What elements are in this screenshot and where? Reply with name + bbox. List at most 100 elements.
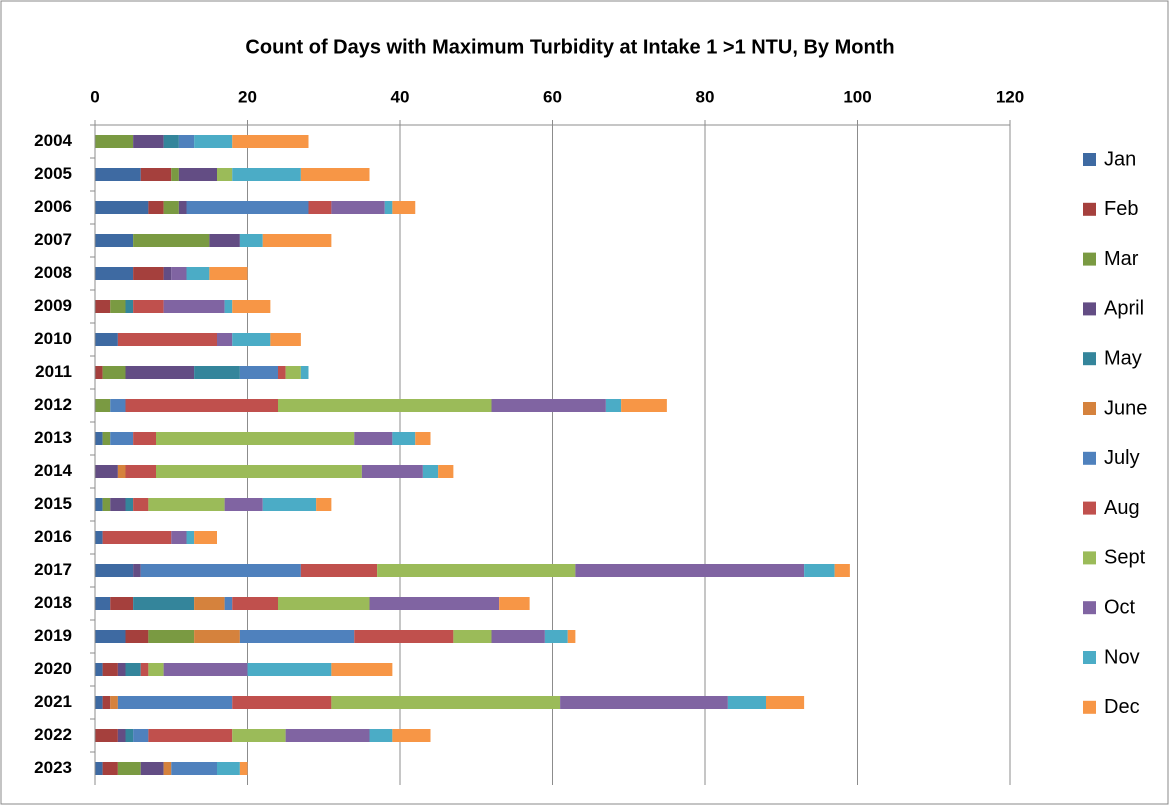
- bar-segment: [178, 168, 217, 181]
- bar-segment: [491, 399, 606, 412]
- bar-segment: [125, 663, 141, 676]
- x-tick-label: 0: [90, 87, 99, 106]
- bar-segment: [95, 234, 134, 247]
- y-tick-label: 2015: [34, 494, 72, 513]
- bar-segment: [95, 201, 149, 214]
- bar-segment: [171, 531, 187, 544]
- y-tick-label: 2012: [34, 395, 72, 414]
- bar-segment: [110, 696, 118, 709]
- bar-segment: [575, 564, 805, 577]
- bar-segment: [171, 762, 217, 775]
- y-tick-label: 2013: [34, 428, 72, 447]
- bar-segment: [194, 630, 240, 643]
- bar-segment: [392, 729, 431, 742]
- bar-segment: [499, 597, 530, 610]
- bar-segment: [308, 201, 332, 214]
- y-tick-label: 2008: [34, 263, 72, 282]
- bar-segment: [300, 564, 378, 577]
- bar-segment: [163, 201, 179, 214]
- bar-segment: [369, 597, 500, 610]
- bar-segment: [125, 630, 149, 643]
- bar-segment: [95, 564, 134, 577]
- legend-label: Dec: [1104, 696, 1140, 718]
- bar-segment: [194, 597, 225, 610]
- bar-segment: [171, 168, 179, 181]
- bar-segment: [95, 762, 103, 775]
- bar-segment: [125, 300, 134, 313]
- bar-segment: [232, 300, 271, 313]
- bar-segment: [239, 234, 263, 247]
- bar-segment: [300, 168, 370, 181]
- bar-segment: [156, 432, 355, 445]
- bar-segment: [232, 333, 271, 346]
- bar-segment: [102, 531, 172, 544]
- bar-segment: [95, 663, 103, 676]
- y-tick-label: 2023: [34, 758, 72, 777]
- y-tick-label: 2005: [34, 164, 72, 183]
- bar-segment: [209, 267, 248, 280]
- bar-segment: [224, 498, 263, 511]
- bar-segment: [102, 762, 118, 775]
- legend-swatch: [1083, 451, 1096, 465]
- legend-swatch: [1083, 202, 1096, 216]
- bar-segment: [110, 498, 126, 511]
- bar-segment: [117, 696, 233, 709]
- bar-segment: [224, 597, 233, 610]
- bar-segment: [133, 234, 210, 247]
- bar-segment: [110, 399, 126, 412]
- bar-segment: [95, 267, 134, 280]
- bar-segment: [186, 201, 309, 214]
- y-tick-label: 2021: [34, 692, 72, 711]
- y-tick-label: 2004: [34, 131, 72, 150]
- bar-segment: [117, 465, 126, 478]
- bar-segment: [178, 201, 187, 214]
- bar-segment: [102, 663, 118, 676]
- legend-label: April: [1104, 298, 1144, 320]
- y-tick-label: 2022: [34, 725, 72, 744]
- legend-swatch: [1083, 551, 1096, 565]
- bar-segment: [117, 333, 217, 346]
- bar-segment: [285, 729, 370, 742]
- y-tick-label: 2010: [34, 329, 72, 348]
- bar-segment: [727, 696, 766, 709]
- legend-swatch: [1083, 501, 1096, 515]
- bar-segment: [125, 399, 278, 412]
- bar-segment: [232, 729, 286, 742]
- bar-segment: [95, 465, 118, 478]
- bar-segment: [262, 234, 332, 247]
- bar-segment: [95, 333, 118, 346]
- bar-segment: [95, 630, 126, 643]
- bar-segment: [392, 201, 416, 214]
- bar-segment: [171, 267, 187, 280]
- legend-swatch: [1083, 700, 1096, 714]
- x-tick-label: 60: [543, 87, 562, 106]
- y-tick-label: 2018: [34, 593, 72, 612]
- bar-segment: [354, 630, 454, 643]
- bar-segment: [133, 597, 195, 610]
- bar-segment: [278, 399, 492, 412]
- bar-segment: [217, 762, 240, 775]
- bar-segment: [95, 696, 103, 709]
- y-tick-label: 2016: [34, 527, 72, 546]
- bar-segment: [194, 366, 240, 379]
- y-tick-label: 2014: [34, 461, 72, 480]
- bar-segment: [544, 630, 568, 643]
- bar-segment: [369, 729, 393, 742]
- bar-segment: [133, 729, 149, 742]
- bar-segment: [392, 432, 416, 445]
- bar-segment: [140, 564, 301, 577]
- bar-segment: [316, 498, 332, 511]
- legend-label: May: [1104, 347, 1142, 369]
- y-tick-label: 2017: [34, 560, 72, 579]
- bar-segment: [354, 432, 393, 445]
- bar-segment: [194, 135, 233, 148]
- bar-segment: [834, 564, 850, 577]
- bar-segment: [95, 531, 103, 544]
- bar-segment: [209, 234, 240, 247]
- bar-segment: [232, 597, 278, 610]
- bar-segment: [239, 630, 355, 643]
- legend-swatch: [1083, 651, 1096, 664]
- bar-segment: [148, 201, 164, 214]
- bar-segment: [278, 597, 370, 610]
